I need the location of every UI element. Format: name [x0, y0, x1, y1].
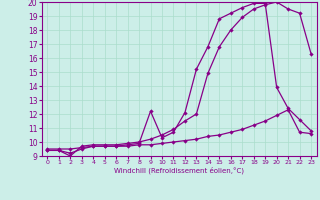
X-axis label: Windchill (Refroidissement éolien,°C): Windchill (Refroidissement éolien,°C): [114, 167, 244, 174]
